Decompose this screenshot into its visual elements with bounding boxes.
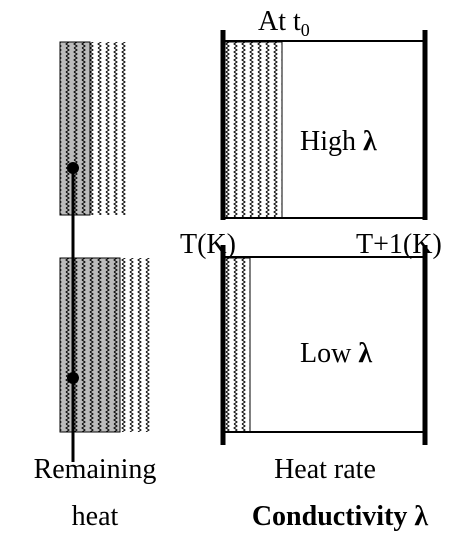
top-box: At t0 High λ — [220, 6, 428, 220]
wavy-layer — [224, 257, 251, 433]
left-layers — [59, 41, 150, 462]
caption: Heat rate — [274, 454, 376, 485]
time-label: At t0 — [258, 6, 310, 40]
temp-right: T+1(K) — [356, 229, 442, 260]
dot — [67, 372, 79, 384]
low-label: Low λ — [300, 338, 372, 369]
wavy-layer — [90, 42, 128, 215]
wavy-layer — [120, 258, 150, 432]
dot — [67, 162, 79, 174]
temp-left: T(K) — [180, 229, 236, 260]
wavy-layer — [224, 41, 283, 219]
gray-layer-pattern — [59, 41, 91, 216]
caption: Remaining — [34, 454, 157, 485]
caption: Conductivity λ — [252, 501, 429, 532]
caption: heat — [72, 501, 119, 532]
bottom-box: Low λ — [220, 245, 428, 445]
high-label: High λ — [300, 126, 377, 157]
gray-layer-pattern — [59, 257, 121, 433]
